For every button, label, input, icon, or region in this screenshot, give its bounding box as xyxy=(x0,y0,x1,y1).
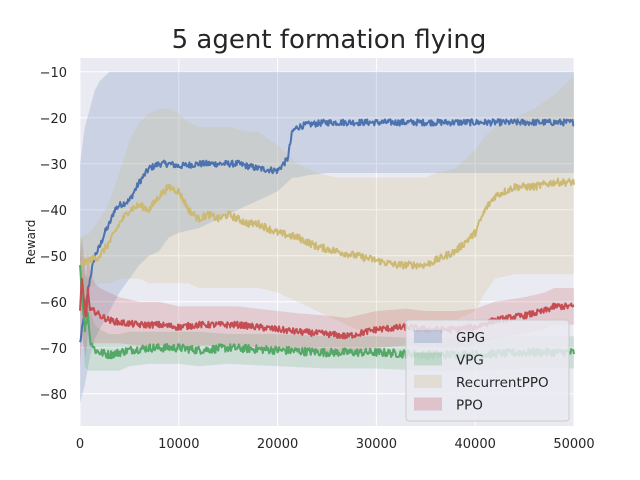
gpg-legend-swatch xyxy=(414,330,442,343)
x-tick-label: 40000 xyxy=(455,437,496,452)
y-tick-label: −60 xyxy=(40,296,67,311)
vpg-legend-swatch xyxy=(414,352,442,366)
y-axis-ticks: −10 −20 −30 −40 −50 −60 −70 −80 xyxy=(40,66,67,403)
y-tick-label: −50 xyxy=(40,250,67,265)
gpg-series-line xyxy=(79,118,575,343)
x-tick-label: 0 xyxy=(76,437,84,452)
gpg-confidence-band xyxy=(80,71,574,404)
legend-frame xyxy=(405,319,570,422)
x-tick-label: 20000 xyxy=(257,437,298,452)
y-tick-label: −80 xyxy=(40,388,67,403)
legend: GPG VPG RecurrentPPO PPO xyxy=(405,319,570,422)
x-tick-label: 10000 xyxy=(158,437,199,452)
vpg-legend-label: VPG xyxy=(456,353,484,369)
ppo-legend-label: PPO xyxy=(456,398,483,414)
chart-title: 5 agent formation flying xyxy=(172,25,487,55)
recurrentppo-legend-swatch xyxy=(414,375,442,388)
recurrentppo-legend-label: RecurrentPPO xyxy=(456,375,549,391)
x-tick-label: 50000 xyxy=(553,437,594,452)
gpg-legend-label: GPG xyxy=(456,330,485,346)
recurrentppo-confidence-band xyxy=(80,76,574,330)
y-tick-label: −30 xyxy=(40,158,67,173)
x-tick-label: 30000 xyxy=(356,437,397,452)
y-tick-label: −70 xyxy=(40,342,67,357)
y-tick-label: −10 xyxy=(40,66,67,81)
y-tick-label: −40 xyxy=(40,204,67,219)
x-axis-ticks: 0 10000 20000 30000 40000 50000 xyxy=(76,437,595,452)
recurrentppo-series-line xyxy=(79,177,575,270)
vpg-confidence-band xyxy=(80,237,574,371)
y-tick-label: −20 xyxy=(40,112,67,127)
ppo-legend-swatch xyxy=(414,397,442,411)
y-axis-label: Reward xyxy=(24,220,38,265)
